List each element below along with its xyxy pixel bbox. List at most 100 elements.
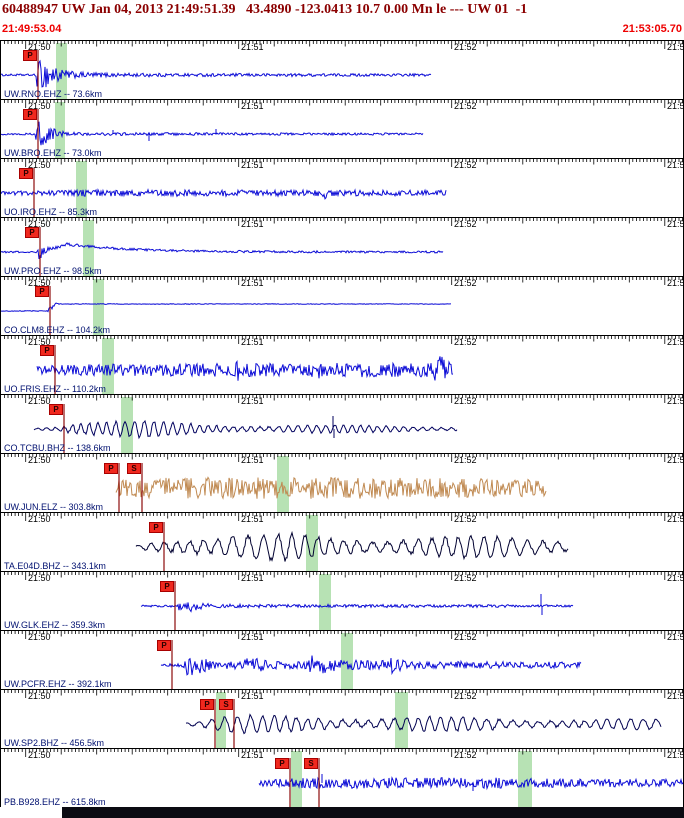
time-label: 21:51 — [241, 691, 264, 701]
station-label: CO.CLM8.EHZ -- 104.2km — [4, 325, 111, 335]
station-label: UO.IRO.EHZ -- 85.3km — [4, 207, 98, 217]
time-label: 21:52 — [454, 455, 477, 465]
time-label: 21:52 — [454, 514, 477, 524]
time-label: 21:50 — [28, 573, 51, 583]
phase-window-band — [306, 515, 318, 571]
trace-panel-UW.SP2.BHZ[interactable]: 21:50 21:51 21:52 21:53 PS UW.SP2.BHZ -- 456.… — [1, 689, 683, 748]
trace-plot — [4, 336, 683, 394]
time-window-row: 21:49:53.04 21:53:05.70 — [0, 22, 684, 40]
time-ticks — [4, 336, 683, 344]
pick-flag-p[interactable]: P — [35, 286, 49, 297]
pick-flag-s[interactable]: S — [127, 463, 141, 474]
trace-plot — [1, 159, 683, 217]
trace-plot — [1, 41, 683, 99]
time-ticks — [4, 631, 683, 639]
trace-plot — [1, 218, 683, 276]
pick-flag-p[interactable]: P — [19, 168, 33, 179]
time-label: 21:52 — [454, 632, 477, 642]
event-header: 60488947 UW Jan 04, 2013 21:49:51.39 43.… — [2, 2, 528, 17]
time-ticks — [4, 277, 683, 285]
time-label: 21:53 — [667, 396, 683, 406]
time-label: 21:50 — [28, 101, 51, 111]
pick-flag-s[interactable]: S — [219, 699, 233, 710]
time-label: 21:51 — [241, 514, 264, 524]
pick-flag-p[interactable]: P — [23, 109, 37, 120]
time-label: 21:51 — [241, 160, 264, 170]
time-label: 21:53 — [667, 337, 683, 347]
time-label: 21:51 — [241, 219, 264, 229]
time-label: 21:53 — [667, 278, 683, 288]
pick-flag-p[interactable]: P — [160, 581, 174, 592]
trace-plot — [1, 100, 683, 158]
trace-plot — [4, 454, 683, 512]
waveform — [115, 476, 547, 500]
station-label: UW.JUN.ELZ -- 303.8km — [4, 502, 104, 512]
time-label: 21:53 — [667, 219, 683, 229]
trace-plot — [4, 572, 683, 630]
station-label: UW.GLK.EHZ -- 359.3km — [4, 620, 106, 630]
pick-flag-p[interactable]: P — [200, 699, 214, 710]
trace-plot — [4, 749, 683, 807]
waveform — [36, 356, 454, 381]
trace-plot — [1, 277, 683, 335]
phase-window-band — [93, 279, 104, 335]
time-label: 21:52 — [454, 219, 477, 229]
time-label: 21:51 — [241, 455, 264, 465]
window-end-time: 21:53:05.70 — [622, 23, 682, 35]
pick-flag-p[interactable]: P — [149, 522, 163, 533]
station-label: TA.E04D.BHZ -- 343.1km — [4, 561, 106, 571]
time-label: 21:50 — [28, 278, 51, 288]
station-label: UO.FRIS.EHZ -- 110.2km — [4, 384, 106, 394]
time-label: 21:53 — [667, 455, 683, 465]
trace-panel-UO.IRO.EHZ[interactable]: 21:50 21:51 21:52 21:53 P UO.IRO.EHZ -- 85.3k… — [1, 158, 683, 217]
phase-window-band — [121, 397, 133, 453]
waveform — [1, 59, 432, 88]
station-label: UW.BRO.EHZ -- 73.0km — [4, 148, 102, 158]
time-ticks — [4, 395, 683, 403]
trace-panel-UO.FRIS.EHZ[interactable]: 21:50 21:51 21:52 21:53 P UO.FRIS.EHZ -- 110.… — [1, 335, 683, 394]
trace-panel-CO.CLM8.EHZ[interactable]: 21:50 21:51 21:52 21:53 P CO.CLM8.EHZ -- 104.… — [1, 276, 683, 335]
trace-panel-TA.E04D.BHZ[interactable]: 21:50 21:51 21:52 21:53 P TA.E04D.BHZ -- 343.… — [1, 512, 683, 571]
time-label: 21:50 — [28, 337, 51, 347]
station-label: UW.PCFR.EHZ -- 392.1km — [4, 679, 112, 689]
time-label: 21:53 — [667, 632, 683, 642]
pick-flag-s[interactable]: S — [304, 758, 318, 769]
trace-panel-UW.BRO.EHZ[interactable]: 21:50 21:51 21:52 21:53 P UW.BRO.EHZ -- 73.0k… — [1, 99, 683, 158]
station-label: UW.RNO.EHZ -- 73.6km — [4, 89, 103, 99]
trace-panel-UW.RNO.EHZ[interactable]: 21:50 21:51 21:52 21:53 P UW.RNO.EHZ -- 73.6k… — [1, 40, 683, 99]
trace-panel-UW.PRO.EHZ[interactable]: 21:50 21:51 21:52 21:53 P UW.PRO.EHZ -- 98.5k… — [1, 217, 683, 276]
station-label: PB.B928.EHZ -- 615.8km — [4, 797, 106, 807]
waveform — [1, 302, 451, 313]
pick-flag-p[interactable]: P — [49, 404, 63, 415]
phase-window-band — [291, 751, 302, 807]
pick-flag-p[interactable]: P — [104, 463, 118, 474]
trace-panel-UW.JUN.ELZ[interactable]: 21:50 21:51 21:52 21:53 PS UW.JUN.ELZ -- 303.… — [1, 453, 683, 512]
pick-flag-p[interactable]: P — [23, 50, 37, 61]
time-label: 21:52 — [454, 750, 477, 760]
pick-flag-p[interactable]: P — [25, 227, 39, 238]
trace-plot — [4, 513, 683, 571]
scrollbar-bar[interactable] — [62, 807, 684, 818]
pick-flag-p[interactable]: P — [40, 345, 54, 356]
trace-panel-UW.GLK.EHZ[interactable]: 21:50 21:51 21:52 21:53 P UW.GLK.EHZ -- 359.3… — [1, 571, 683, 630]
time-label: 21:51 — [241, 278, 264, 288]
time-label: 21:52 — [454, 337, 477, 347]
trace-list: 21:50 21:51 21:52 21:53 P UW.RNO.EHZ -- 73.6k… — [0, 40, 684, 807]
waveform — [185, 713, 662, 735]
pick-flag-p[interactable]: P — [157, 640, 171, 651]
time-label: 21:53 — [667, 573, 683, 583]
trace-plot — [4, 631, 683, 689]
time-ticks — [4, 513, 683, 521]
trace-plot — [4, 395, 683, 453]
waveform — [33, 419, 458, 440]
time-label: 21:50 — [28, 396, 51, 406]
trace-panel-UW.PCFR.EHZ[interactable]: 21:50 21:51 21:52 21:53 P UW.PCFR.EHZ -- 392.… — [1, 630, 683, 689]
trace-panel-CO.TCBU.BHZ[interactable]: 21:50 21:51 21:52 21:53 P CO.TCBU.BHZ -- 138.… — [1, 394, 683, 453]
time-ticks — [4, 454, 683, 462]
time-label: 21:51 — [241, 337, 264, 347]
time-ticks — [4, 690, 683, 698]
trace-panel-PB.B928.EHZ[interactable]: 21:50 21:51 21:52 21:53 P S PB.B928.EHZ -- 615… — [1, 748, 683, 807]
pick-flag-p[interactable]: P — [275, 758, 289, 769]
time-label: 21:50 — [28, 219, 51, 229]
